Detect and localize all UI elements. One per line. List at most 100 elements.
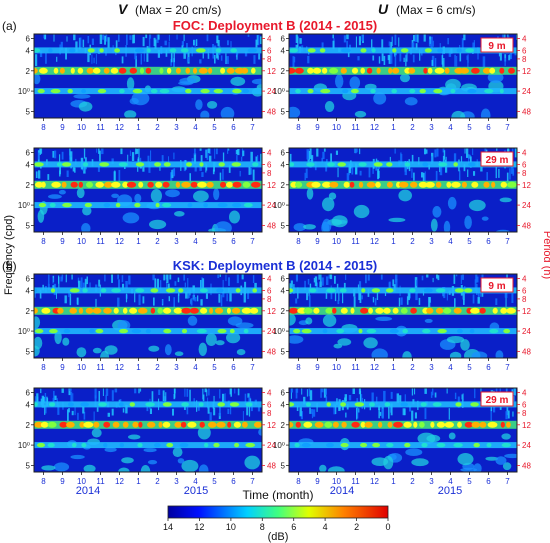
band-spot xyxy=(375,307,384,314)
month-tick-label: 2 xyxy=(410,237,415,246)
speckle-mark xyxy=(378,56,381,64)
band-spot xyxy=(384,402,391,407)
speckle-mark xyxy=(342,291,344,304)
period-tick-label: 24 xyxy=(267,441,276,450)
speckle-mark xyxy=(412,42,415,49)
speckle-mark xyxy=(432,40,434,47)
band-spot xyxy=(457,421,462,428)
period-tick-label: 8 xyxy=(267,55,272,64)
month-tick-label: 12 xyxy=(115,477,124,486)
month-tick-label: 3 xyxy=(174,123,179,132)
band-spot xyxy=(325,307,334,314)
colorbar-tick-label: 0 xyxy=(385,522,390,532)
band-spot xyxy=(34,307,38,314)
speckle-mark xyxy=(230,41,232,48)
speckle-mark xyxy=(173,51,175,63)
band-spot xyxy=(145,328,151,334)
band-spot xyxy=(250,307,259,314)
speckle-mark xyxy=(244,51,248,57)
speckle-mark xyxy=(434,149,437,158)
freq-tick-label: 6 xyxy=(281,35,286,44)
band-spot xyxy=(409,288,416,293)
band-spot xyxy=(84,202,92,208)
low-freq-blob xyxy=(251,78,262,85)
speckle-mark xyxy=(394,148,396,154)
band-spot xyxy=(408,67,416,74)
band-spot xyxy=(49,328,58,334)
speckle-mark xyxy=(335,150,338,155)
band-spot xyxy=(166,442,174,448)
speckle-mark xyxy=(313,277,316,283)
band-spot xyxy=(132,88,143,94)
speckle-mark xyxy=(504,54,507,62)
speckle-mark xyxy=(431,156,433,164)
band-spot xyxy=(93,421,100,428)
band-spot xyxy=(242,421,248,428)
band-spot xyxy=(77,67,84,74)
low-freq-blob xyxy=(451,110,466,118)
speckle-mark xyxy=(219,406,221,417)
speckle-mark xyxy=(305,168,308,179)
speckle-mark xyxy=(311,412,314,419)
month-tick-label: 4 xyxy=(448,477,453,486)
band-spot xyxy=(181,181,191,188)
speckle-mark xyxy=(332,40,335,49)
band-spot xyxy=(47,421,57,428)
speckle-mark xyxy=(125,293,128,303)
band-spot xyxy=(155,202,160,208)
band-spot xyxy=(134,48,145,53)
speckle-mark xyxy=(392,279,395,287)
band-spot xyxy=(103,67,110,74)
band-spot xyxy=(139,67,145,74)
speckle-mark xyxy=(412,54,415,63)
low-freq-blob xyxy=(371,348,388,358)
speckle-mark xyxy=(174,281,177,286)
low-freq-blob xyxy=(118,467,130,472)
low-freq-blob xyxy=(198,464,209,472)
band-spot xyxy=(457,328,463,334)
speckle-mark xyxy=(348,395,352,401)
speckle-mark xyxy=(60,276,63,282)
band-spot xyxy=(199,421,205,428)
month-tick-label: 10 xyxy=(332,237,341,246)
period-tick-label: 8 xyxy=(267,409,272,418)
speckle-mark xyxy=(58,275,60,284)
panel-frame xyxy=(288,273,518,359)
band-spot xyxy=(341,421,347,428)
low-freq-blob xyxy=(443,220,451,232)
band-spot xyxy=(217,202,228,208)
speckle-mark xyxy=(168,34,170,42)
low-freq-blob xyxy=(324,101,335,112)
low-freq-blob xyxy=(124,110,137,118)
speckle-mark xyxy=(217,40,220,47)
band-spot xyxy=(421,442,428,448)
band-spot xyxy=(119,328,128,334)
speckle-mark xyxy=(166,274,169,283)
month-tick-label: 9 xyxy=(315,477,320,486)
speckle-mark xyxy=(220,55,223,61)
speckle-mark xyxy=(389,156,391,162)
month-tick-label: 8 xyxy=(41,123,46,132)
speckle-mark xyxy=(206,34,209,42)
speckle-mark xyxy=(189,173,191,181)
band-2-cpd xyxy=(34,306,262,315)
speckle-mark xyxy=(95,54,97,65)
low-freq-blob xyxy=(187,315,198,326)
band-spot xyxy=(207,421,217,428)
band-spot xyxy=(173,307,183,314)
speckle-mark xyxy=(454,392,457,399)
speckle-mark xyxy=(404,394,406,406)
speckle-mark xyxy=(416,279,418,286)
band-spot xyxy=(243,202,253,208)
band-spot xyxy=(423,288,433,293)
speckle-mark xyxy=(78,280,81,293)
low-freq-blob xyxy=(404,97,418,106)
speckle-mark xyxy=(306,292,309,301)
period-tick-label: 24 xyxy=(522,327,531,336)
band-spot xyxy=(295,421,301,428)
band-spot xyxy=(129,67,137,74)
speckle-mark xyxy=(202,394,205,402)
speckle-mark xyxy=(142,296,145,304)
low-freq-blob xyxy=(198,342,207,356)
band-spot xyxy=(122,307,128,314)
